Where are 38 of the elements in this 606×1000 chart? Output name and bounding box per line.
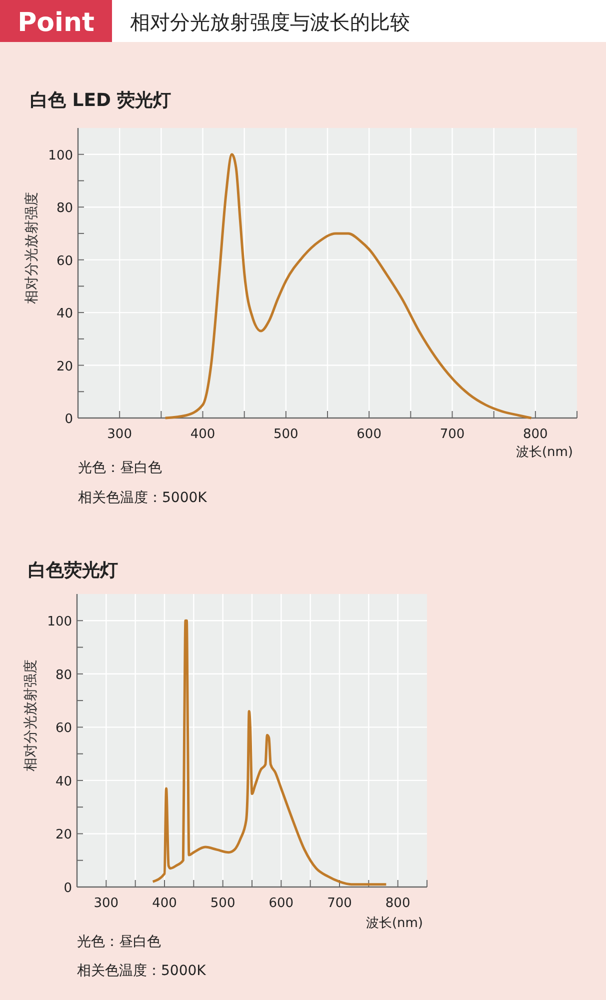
x-tick-label: 600 — [268, 896, 294, 911]
y-tick-label: 0 — [64, 412, 73, 427]
x-tick-label: 800 — [385, 896, 410, 911]
x-tick-label: 300 — [94, 896, 119, 911]
y-tick-label: 0 — [64, 881, 72, 896]
text: 相对分光放射强度与波长的比较 — [130, 10, 410, 34]
chart-title: 白色 LED 荧光灯 — [30, 90, 172, 111]
y-tick-label: 20 — [55, 828, 72, 843]
y-axis-title: 相对分光放射强度 — [24, 192, 40, 304]
y-tick-label: 100 — [47, 614, 72, 630]
x-tick-label: 800 — [523, 427, 548, 442]
text: Point — [18, 8, 94, 38]
x-tick-label: 400 — [190, 427, 216, 442]
x-axis-title: 波长(nm) — [366, 916, 423, 931]
y-tick-label: 80 — [56, 201, 73, 216]
x-tick-label: 400 — [152, 896, 177, 911]
x-tick-label: 700 — [327, 896, 352, 911]
text: 光色：昼白色 — [77, 934, 161, 950]
y-tick-label: 20 — [56, 359, 73, 374]
x-tick-label: 500 — [274, 427, 298, 442]
y-tick-label: 80 — [55, 668, 72, 683]
line-series — [152, 619, 388, 886]
y-axis-title: 相对分光放射强度 — [23, 660, 39, 772]
y-tick-label: 60 — [55, 721, 72, 736]
text: 相关色温度：5000K — [77, 963, 207, 979]
x-tick-label: 700 — [440, 427, 465, 442]
x-tick-label: 500 — [210, 896, 236, 911]
x-tick-label: 300 — [107, 427, 132, 442]
x-axis-title: 波长(nm) — [516, 445, 573, 460]
y-tick-label: 40 — [55, 774, 72, 790]
text: 光色：昼白色 — [78, 460, 162, 476]
y-tick-label: 60 — [56, 254, 73, 269]
text: 相关色温度：5000K — [78, 490, 208, 506]
chart-title: 白色荧光灯 — [28, 560, 118, 581]
line-series — [164, 153, 533, 420]
y-tick-label: 100 — [48, 148, 73, 164]
x-tick-label: 600 — [356, 427, 382, 442]
y-tick-label: 40 — [56, 306, 73, 322]
